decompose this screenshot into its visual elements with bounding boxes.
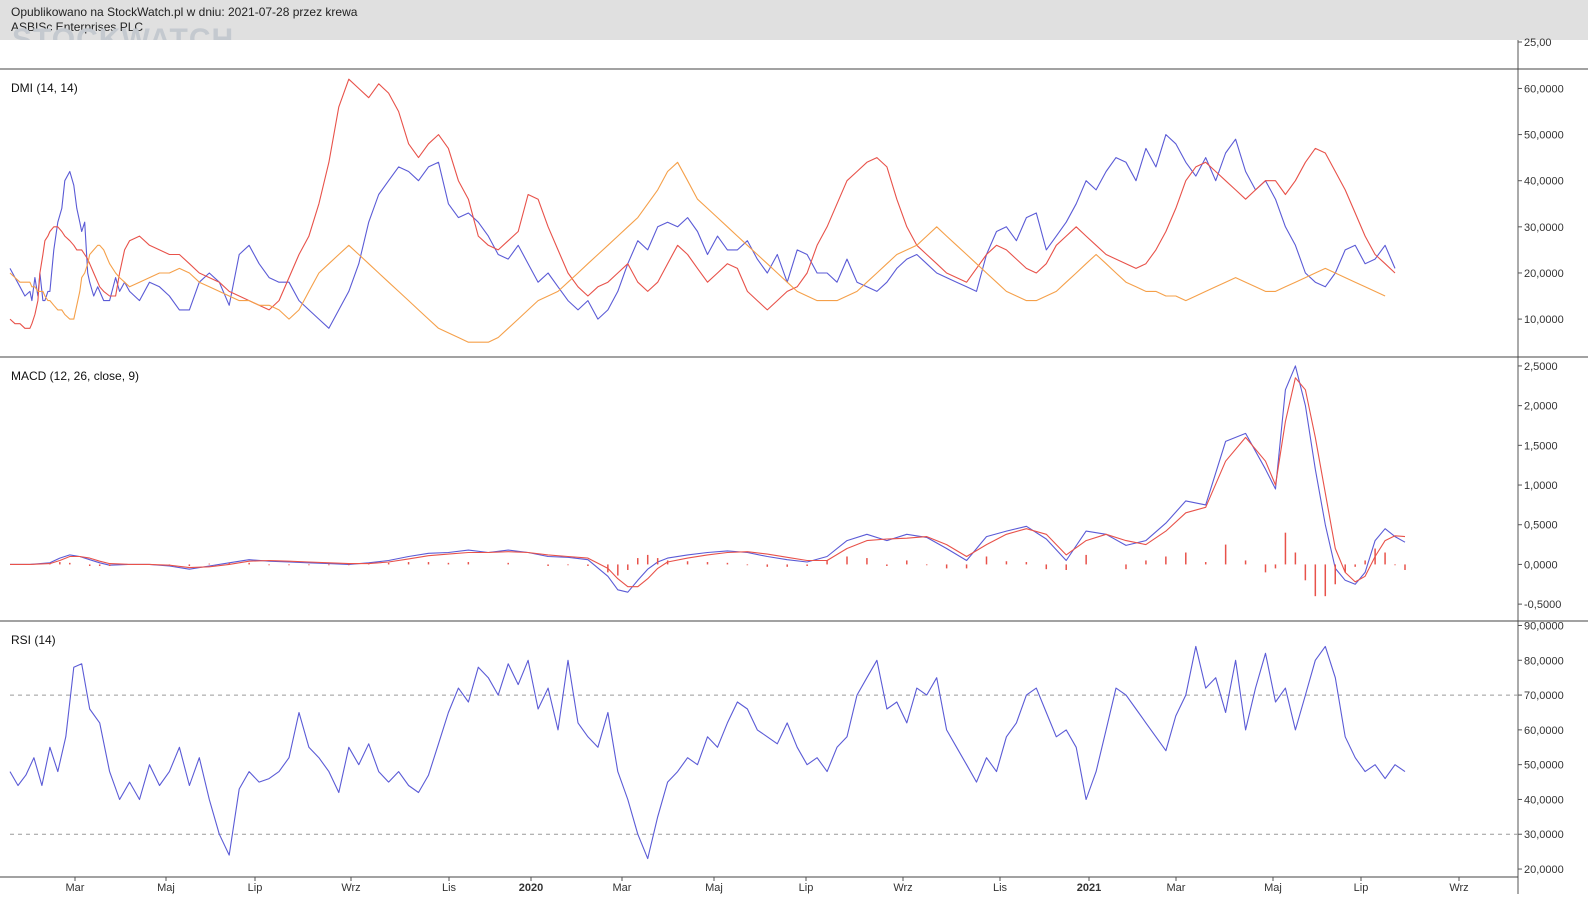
y-tick-label: 70,0000 [1524,690,1564,702]
panel-title: MACD (12, 26, close, 9) [11,369,139,383]
x-tick-label: Mar [66,882,85,894]
series-line-blue [9,645,1406,860]
x-tick-label: Lip [248,882,263,894]
series-line-blue [10,365,1406,593]
y-tick-label: 2,5000 [1524,361,1558,373]
x-tick-label: Wrz [1449,882,1468,894]
y-tick-label-price: 25,00 [1524,37,1552,49]
y-tick-label: 0,5000 [1524,520,1558,532]
x-tick-label: 2021 [1077,882,1101,894]
y-tick-label: 30,0000 [1524,829,1564,841]
y-tick-label: 50,0000 [1524,760,1564,772]
x-tick-label: Wrz [341,882,360,894]
series-line-red [10,377,1406,588]
x-tick-label: Wrz [893,882,912,894]
y-tick-label: 2,0000 [1524,401,1558,413]
panel-3: RSI (14) 90,0000 80,0000 70,0000 60,0000 50,0… [9,620,1564,876]
instrument-name: ASBISc Enterprises PLC [11,20,144,34]
x-tick-label: Maj [1264,882,1282,894]
series-line-red [9,78,1396,329]
y-tick-label: 10,0000 [1524,314,1564,326]
x-tick-label: Lip [799,882,814,894]
series-line-blue [9,134,1396,329]
x-tick-label: Lip [1354,882,1369,894]
y-tick-label: 20,0000 [1524,268,1564,280]
published-info: Opublikowano na StockWatch.pl w dniu: 20… [11,5,358,19]
x-tick-label: Mar [1167,882,1186,894]
y-tick-label: 60,0000 [1524,83,1564,95]
panel-title: RSI (14) [11,633,56,647]
y-tick-label: 30,0000 [1524,222,1564,234]
y-tick-label: 20,0000 [1524,864,1564,876]
y-tick-label: 80,0000 [1524,655,1564,667]
y-tick-label: 40,0000 [1524,176,1564,188]
x-tick-label: Maj [705,882,723,894]
series-line-orange [9,161,1386,343]
x-tick-label: Mar [613,882,632,894]
y-tick-label: 90,0000 [1524,620,1564,632]
x-tick-label: 2020 [519,882,543,894]
y-tick-label: -0,5000 [1524,599,1561,611]
panel-title: DMI (14, 14) [11,81,78,95]
panel-2: MACD (12, 26, close, 9) 2,5000 2,0000 1,500… [10,361,1561,611]
y-tick-label: 60,0000 [1524,725,1564,737]
x-tick-label: Maj [157,882,175,894]
x-tick-label: Lis [993,882,1008,894]
stockwatch-watermark-logo: STOCKWATCH [12,26,234,40]
y-tick-label: 0,0000 [1524,559,1558,571]
y-tick-label: 50,0000 [1524,130,1564,142]
x-tick-label: Lis [442,882,457,894]
y-tick-label: 1,0000 [1524,480,1558,492]
panel-1: DMI (14, 14) 60,0000 50,0000 40,0000 30,0000… [9,78,1564,343]
chart-header: Opublikowano na StockWatch.pl w dniu: 20… [0,0,1588,40]
y-tick-label: 40,0000 [1524,794,1564,806]
y-tick-label: 1,5000 [1524,440,1558,452]
